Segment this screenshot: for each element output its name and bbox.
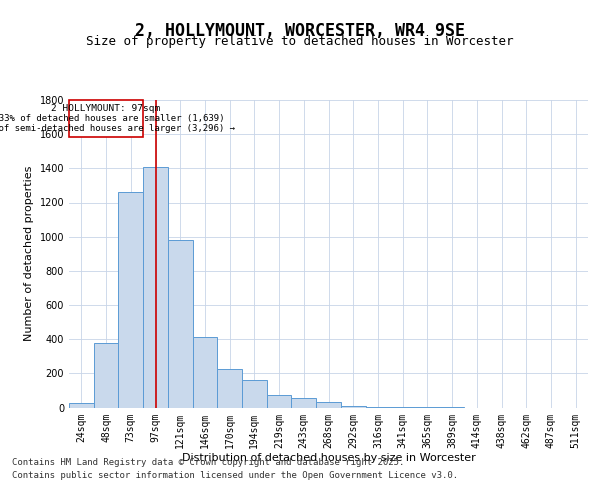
X-axis label: Distribution of detached houses by size in Worcester: Distribution of detached houses by size … bbox=[182, 453, 475, 463]
Bar bbox=[118, 192, 143, 408]
Bar bbox=[242, 380, 267, 407]
Y-axis label: Number of detached properties: Number of detached properties bbox=[24, 166, 34, 342]
Bar bbox=[94, 342, 118, 407]
Bar bbox=[168, 240, 193, 408]
Bar bbox=[69, 403, 94, 407]
Text: 67% of semi-detached houses are larger (3,296) →: 67% of semi-detached houses are larger (… bbox=[0, 124, 235, 133]
Bar bbox=[390, 407, 415, 408]
Text: 2, HOLLYMOUNT, WORCESTER, WR4 9SE: 2, HOLLYMOUNT, WORCESTER, WR4 9SE bbox=[135, 22, 465, 40]
Text: 2 HOLLYMOUNT: 97sqm: 2 HOLLYMOUNT: 97sqm bbox=[52, 104, 161, 112]
FancyBboxPatch shape bbox=[70, 100, 143, 136]
Bar bbox=[365, 406, 390, 408]
Bar bbox=[316, 402, 341, 407]
Bar bbox=[267, 394, 292, 407]
Text: Contains HM Land Registry data © Crown copyright and database right 2025.: Contains HM Land Registry data © Crown c… bbox=[12, 458, 404, 467]
Bar bbox=[292, 398, 316, 407]
Text: Contains public sector information licensed under the Open Government Licence v3: Contains public sector information licen… bbox=[12, 472, 458, 480]
Bar bbox=[341, 406, 365, 407]
Bar bbox=[143, 166, 168, 408]
Bar bbox=[217, 369, 242, 408]
Text: ← 33% of detached houses are smaller (1,639): ← 33% of detached houses are smaller (1,… bbox=[0, 114, 224, 123]
Text: Size of property relative to detached houses in Worcester: Size of property relative to detached ho… bbox=[86, 35, 514, 48]
Bar bbox=[193, 338, 217, 407]
